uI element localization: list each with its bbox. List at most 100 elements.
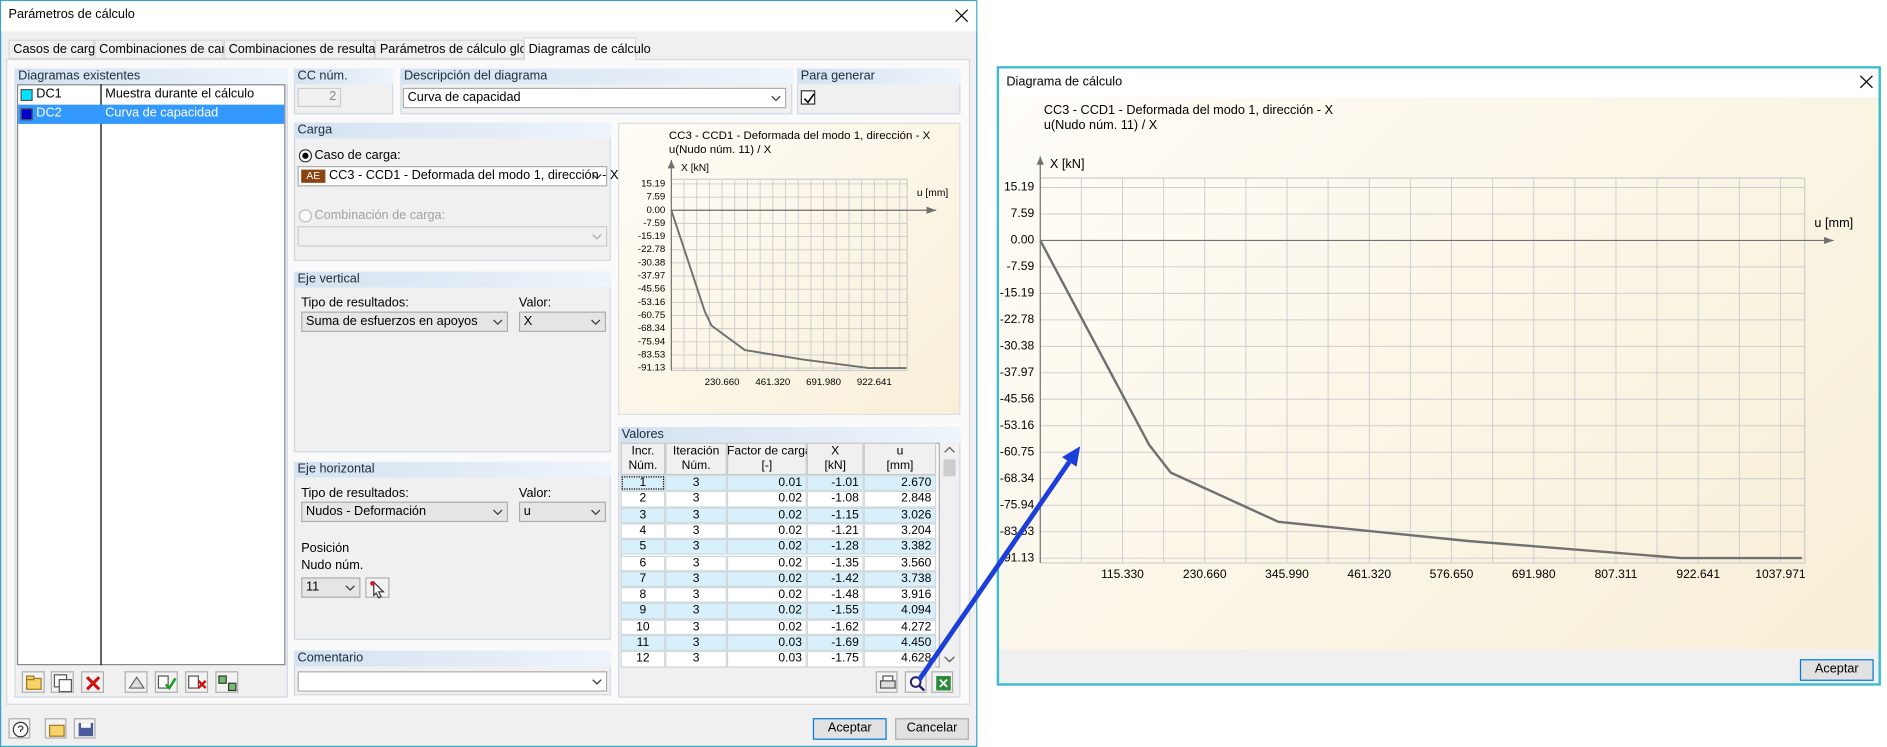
table-header-text: Incr. (631, 445, 655, 459)
combo-radio (298, 209, 313, 223)
glyph (48, 724, 65, 737)
glyph (909, 676, 922, 688)
tab-label: Diagramas de cálculo (528, 42, 651, 57)
glyph (944, 446, 955, 453)
table-cell: 3.916 (863, 587, 937, 604)
table-cell: 8 (620, 587, 666, 604)
list-tool-button[interactable] (124, 671, 148, 693)
table-cell: 10 (620, 619, 666, 636)
export-button[interactable] (931, 671, 954, 693)
tab-label: Combinaciones de carga (99, 42, 240, 57)
diagram-list (16, 84, 286, 666)
list-tool-button[interactable] (50, 671, 74, 693)
case-select[interactable] (297, 166, 608, 187)
table-cell: 3.382 (863, 539, 937, 556)
glyph (879, 675, 896, 689)
combo-label: Combinación de carga: (314, 208, 446, 223)
save-button[interactable] (73, 718, 96, 739)
vertical-type-label: Tipo de resultados: (301, 295, 409, 311)
close-button[interactable] (1859, 75, 1874, 89)
ok-button[interactable] (812, 718, 887, 740)
tab[interactable] (8, 39, 95, 59)
table-cell: -1.42 (806, 571, 864, 588)
scroll-down[interactable] (943, 654, 955, 664)
scroll-up[interactable] (943, 445, 955, 455)
node-select-text: 11 (306, 579, 320, 595)
glyph (592, 679, 602, 685)
diagram-id: DC1 (36, 86, 62, 102)
table-cell: 4.272 (863, 619, 937, 636)
list-tool-button[interactable] (215, 671, 239, 693)
combo-select[interactable] (297, 226, 608, 247)
generate-group-header (797, 68, 961, 85)
vertical-value-select[interactable] (518, 311, 607, 333)
glyph (26, 675, 42, 690)
node-select[interactable] (301, 577, 361, 598)
help-button[interactable] (8, 718, 31, 739)
table-cell: 3 (665, 507, 727, 524)
glyph (188, 675, 207, 689)
print-button[interactable] (875, 671, 898, 693)
table-cell: -1.08 (806, 491, 864, 508)
table-header (806, 442, 864, 476)
vertical-group-header (293, 271, 611, 288)
tab[interactable] (523, 37, 637, 61)
list-tool-button[interactable] (185, 671, 209, 693)
glyph (218, 675, 237, 692)
description-select[interactable] (402, 87, 787, 109)
cancel-button[interactable] (895, 718, 969, 740)
glyph (955, 9, 969, 23)
table-cell: 0.02 (726, 507, 807, 524)
glyph (944, 656, 955, 663)
load-group-label: Carga (297, 122, 333, 138)
table-cell: 0.02 (726, 619, 807, 636)
close-button[interactable] (954, 8, 969, 23)
table-cell: 3 (665, 619, 727, 636)
selected-row[interactable] (18, 104, 285, 124)
diagram-ok-text: Aceptar (1814, 661, 1859, 677)
diagram-ok-button[interactable] (1799, 659, 1874, 681)
tab[interactable] (374, 39, 524, 59)
horizontal-value-select-text: u (523, 504, 531, 519)
zoom-button[interactable] (904, 671, 927, 693)
diagram-chart-area (999, 97, 1879, 650)
vertical-group-label: Eje vertical (297, 271, 360, 287)
vertical-type-select[interactable] (301, 311, 509, 333)
horizontal-type-select[interactable] (301, 501, 509, 523)
horizontal-group-label: Eje horizontal (297, 461, 375, 477)
glyph (1859, 75, 1873, 89)
list-tool-button[interactable] (81, 671, 105, 693)
table-cell: 3 (665, 587, 727, 604)
tab[interactable] (94, 39, 224, 59)
table-cell: -1.21 (806, 523, 864, 540)
case-radio[interactable] (298, 149, 313, 163)
table-cell: 0.03 (726, 635, 807, 652)
comment-select[interactable] (297, 671, 608, 692)
glyph (58, 679, 72, 693)
horizontal-value-select[interactable] (518, 501, 607, 523)
scrollbar (941, 442, 959, 668)
table-cell: 12 (620, 651, 666, 668)
vertical-group (293, 271, 611, 453)
table-cell: 4.094 (863, 603, 937, 620)
table-cell: 0.02 (726, 491, 807, 508)
chevron (591, 678, 602, 685)
list-tool-button[interactable] (21, 671, 45, 693)
generate-checkbox[interactable] (800, 90, 816, 105)
glyph (592, 173, 602, 180)
tab-label: Parámetros de cálculo global (379, 42, 544, 57)
glyph (298, 149, 313, 163)
horizontal-value-label: Valor: (518, 485, 552, 501)
chevron (591, 173, 602, 180)
tab[interactable] (223, 39, 375, 59)
glyph (218, 675, 227, 684)
case-value: CC3 - CCD1 - Deformada del modo 1, direc… (329, 168, 619, 183)
glyph (302, 152, 309, 159)
table-header-text: Factor de carga (726, 445, 812, 459)
open-button[interactable] (44, 718, 67, 739)
diagram-swatch (20, 89, 33, 102)
list-tool-button[interactable] (154, 671, 178, 693)
pick-node-button[interactable] (365, 577, 390, 599)
table-cell: -1.15 (806, 507, 864, 524)
table-cell: -1.28 (806, 539, 864, 556)
